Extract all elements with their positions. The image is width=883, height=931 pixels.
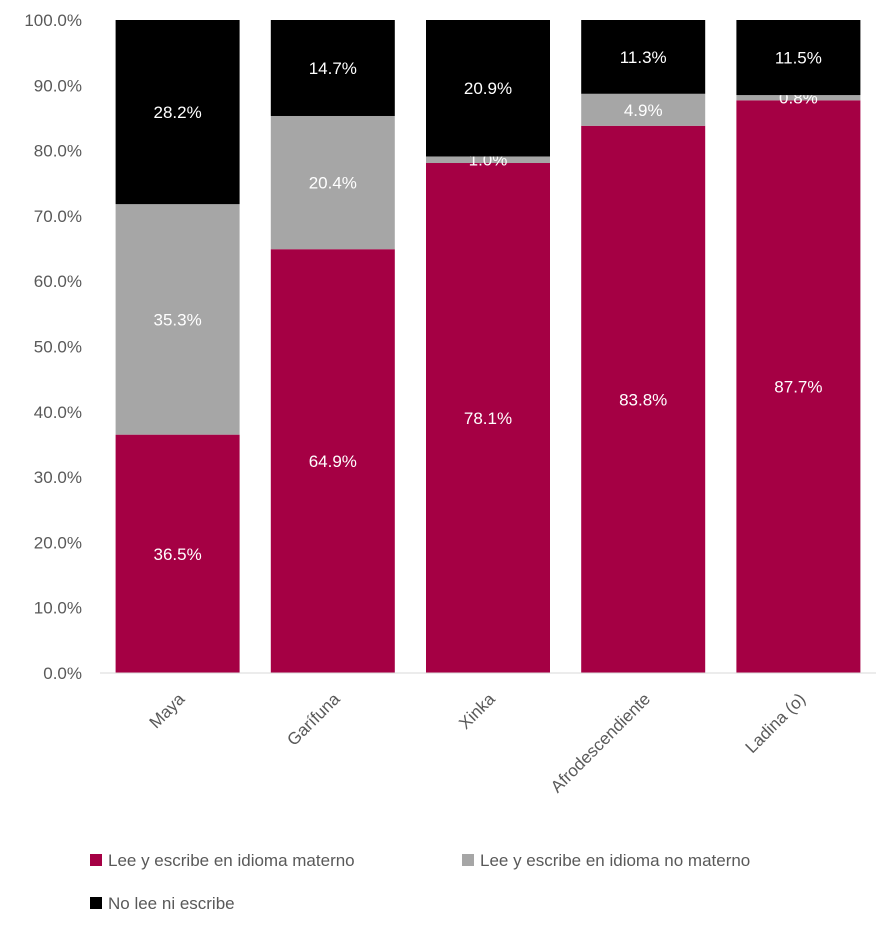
legend-swatch (90, 897, 102, 909)
y-tick-label: 20.0% (34, 533, 82, 552)
bar-segment-lee-y-escribe-en-idioma-materno (581, 125, 706, 673)
legend-label: Lee y escribe en idioma materno (108, 851, 355, 870)
bar-segment-lee-y-escribe-en-idioma-materno (426, 163, 550, 673)
bar-segment-no-lee-ni-escribe (115, 20, 240, 205)
bar-segment-no-lee-ni-escribe (581, 20, 706, 94)
bar-segment-lee-y-escribe-en-idioma-no-materno (426, 156, 550, 164)
legend-swatch (90, 854, 102, 866)
legend-item-lee-y-escribe-en-idioma-materno: Lee y escribe en idioma materno (90, 851, 355, 870)
data-label: 11.3% (620, 48, 667, 67)
y-tick-label: 0.0% (43, 664, 82, 683)
x-tick-label: Garífuna (283, 689, 344, 750)
data-label: 36.5% (153, 545, 201, 564)
bar-stack-afrodescendiente: 83.8% 4.9% 11.3% (581, 20, 706, 673)
data-label: 35.3% (153, 310, 201, 329)
legend-label: No lee ni escribe (108, 894, 235, 913)
data-label: 14.7% (309, 59, 357, 78)
data-label: 64.9% (309, 452, 357, 471)
y-tick-label: 40.0% (34, 403, 82, 422)
bar-segment-lee-y-escribe-en-idioma-materno (115, 434, 240, 673)
x-tick-label: Maya (146, 689, 189, 732)
y-tick-label: 30.0% (34, 468, 82, 487)
data-label: 20.4% (309, 174, 357, 193)
legend-label: Lee y escribe en idioma no materno (480, 851, 750, 870)
y-tick-label: 80.0% (34, 142, 82, 161)
bar-segment-lee-y-escribe-en-idioma-no-materno (581, 93, 706, 126)
bar-segment-lee-y-escribe-en-idioma-no-materno (736, 95, 861, 101)
x-tick-label: Ladina (o) (742, 689, 810, 757)
bar-segment-lee-y-escribe-en-idioma-materno (270, 249, 395, 673)
legend-item-lee-y-escribe-en-idioma-no-materno: Lee y escribe en idioma no materno (462, 851, 750, 870)
y-axis: 0.0% 10.0% 20.0% 30.0% 40.0% 50.0% 60.0% 70.0% 8… (24, 11, 82, 683)
bar-stacks: 36.5% 35.3% 28.2% 64.9% 20.4% 14.7% 78.1%1.0%2… (115, 20, 861, 674)
bar-segment-lee-y-escribe-en-idioma-no-materno (270, 115, 395, 250)
y-tick-label: 60.0% (34, 272, 82, 291)
legend-swatch (462, 854, 474, 866)
y-tick-label: 100.0% (24, 11, 82, 30)
data-label: 87.7% (774, 378, 822, 397)
legend-item-no-lee-ni-escribe: No lee ni escribe (90, 894, 235, 913)
data-label: 28.2% (153, 103, 201, 122)
bar-stack-ladina-o: 87.7%0.8%11.5% (736, 20, 861, 674)
x-tick-label: Xinka (455, 689, 499, 733)
bar-segment-no-lee-ni-escribe (736, 20, 861, 96)
bar-segment-no-lee-ni-escribe (426, 20, 550, 157)
data-label: 78.1% (464, 409, 512, 428)
bar-stack-garifuna: 64.9% 20.4% 14.7% (270, 20, 395, 673)
x-tick-label: Afrodescendiente (547, 689, 654, 796)
y-tick-label: 50.0% (34, 338, 82, 357)
legend: Lee y escribe en idioma materno Lee y esc… (90, 851, 750, 913)
y-tick-label: 10.0% (34, 599, 82, 618)
bar-stack-maya: 36.5% 35.3% 28.2% (115, 20, 240, 673)
y-tick-label: 90.0% (34, 76, 82, 95)
bar-segment-no-lee-ni-escribe (270, 20, 395, 116)
data-label: 11.5% (775, 49, 822, 68)
data-label: 83.8% (619, 390, 667, 409)
y-tick-label: 70.0% (34, 207, 82, 226)
bar-segment-lee-y-escribe-en-idioma-materno (736, 100, 861, 674)
x-axis: Maya Garífuna Xinka Afrodescendiente Ladina … (100, 672, 876, 796)
data-label: 4.9% (624, 101, 663, 120)
bar-segment-lee-y-escribe-en-idioma-no-materno (115, 204, 240, 435)
bar-stack-xinka: 78.1%1.0%20.9% (426, 20, 550, 673)
data-label: 20.9% (464, 79, 512, 98)
